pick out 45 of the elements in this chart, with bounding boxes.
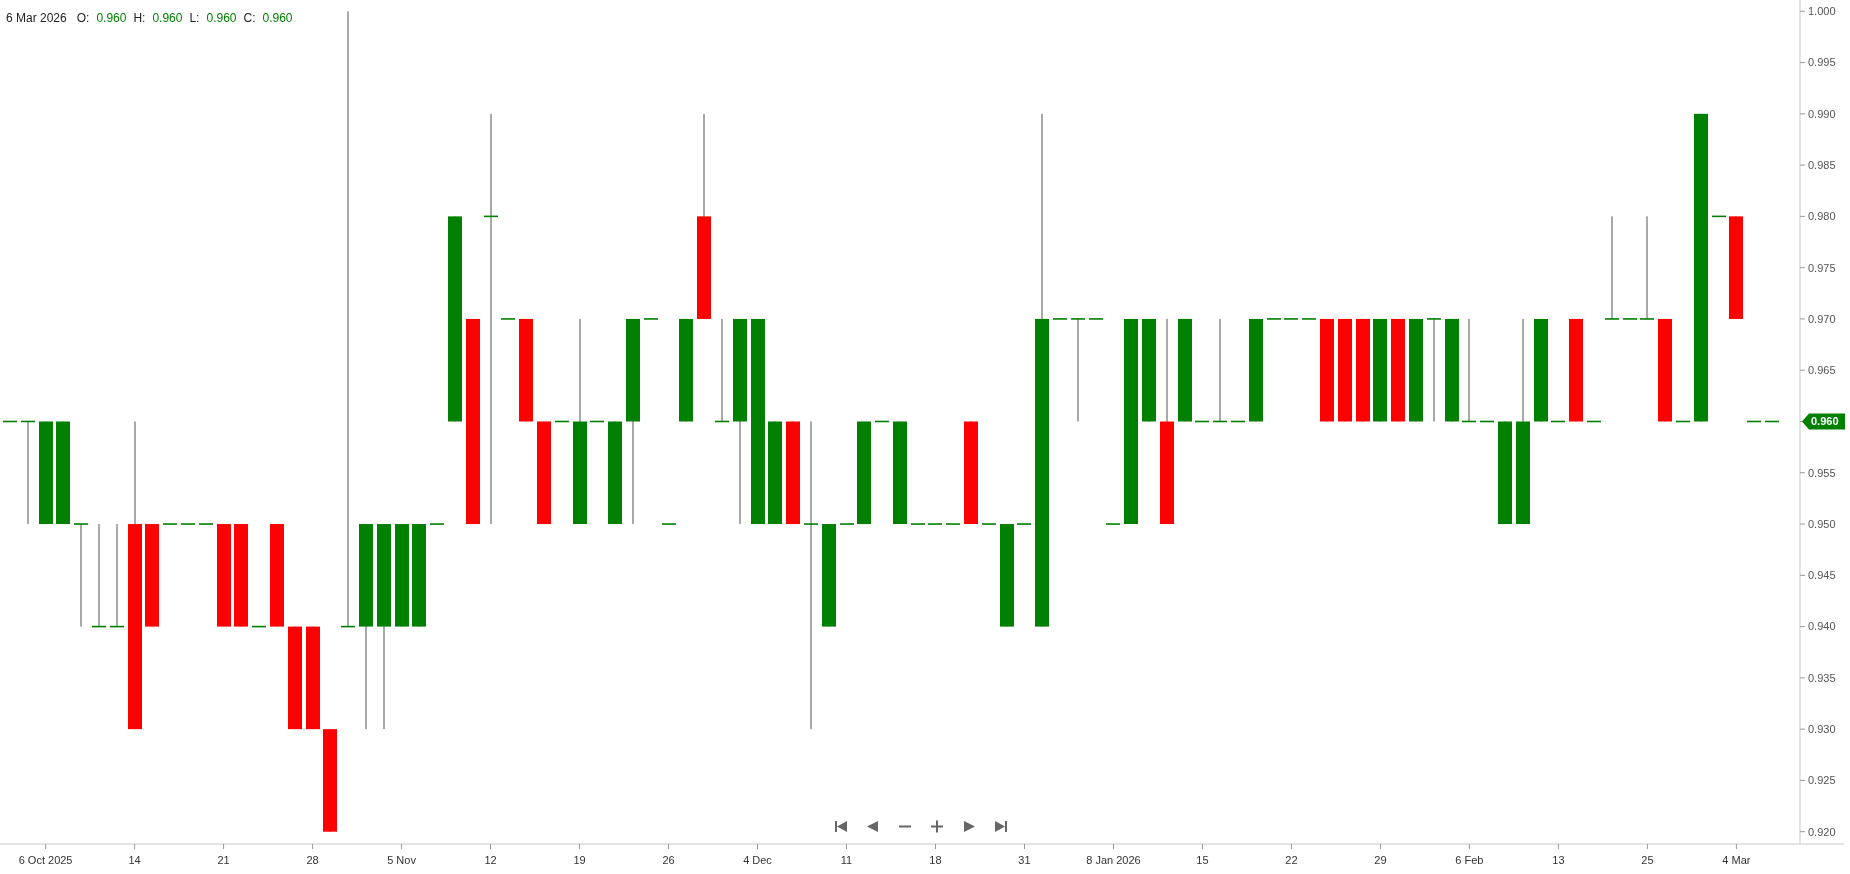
text: 6 Mar 2026: [6, 11, 68, 25]
x-tick-label: 28: [306, 854, 319, 866]
candlestick: [1427, 318, 1441, 422]
x-tick-label: 14: [128, 854, 141, 866]
y-tick-label: 0.950: [1808, 517, 1836, 530]
y-tick-label: 0.945: [1808, 569, 1836, 582]
x-tick-label: 19: [573, 854, 586, 866]
x-tick-label: 21: [217, 854, 230, 866]
x-tick-label: 26: [662, 854, 675, 866]
y-tick-label: 0.970: [1808, 312, 1836, 325]
x-tick-label: 8 Jan 2026: [1086, 854, 1141, 866]
x-tick-label: 15: [1196, 854, 1209, 866]
candlestick: [1640, 216, 1654, 320]
x-tick-label: 4 Mar: [1722, 854, 1751, 866]
x-tick-label: 29: [1374, 854, 1387, 866]
x-tick-label: 18: [929, 854, 942, 866]
y-tick-label: 0.995: [1808, 56, 1836, 69]
x-tick-label: 22: [1285, 854, 1298, 866]
y-tick-label: 0.930: [1808, 722, 1836, 735]
y-tick-label: 1.000: [1808, 5, 1836, 18]
x-tick-label: 5 Nov: [387, 854, 417, 866]
y-tick-label: 0.985: [1808, 158, 1836, 171]
x-tick-label: 4 Dec: [743, 854, 773, 866]
x-tick-label: 6 Oct 2025: [18, 854, 73, 866]
y-tick-label: 0.925: [1808, 774, 1836, 787]
candlestick: [804, 421, 818, 730]
x-tick-label: 13: [1552, 854, 1565, 866]
text: 0.960: [1811, 415, 1839, 428]
x-tick-label: 11: [840, 854, 853, 866]
y-tick-label: 0.935: [1808, 671, 1836, 684]
candlestick: [1071, 318, 1085, 422]
candlestick: [74, 523, 88, 627]
y-tick-label: 0.980: [1808, 210, 1836, 223]
y-tick-label: 0.955: [1808, 466, 1836, 479]
x-tick-label: 12: [484, 854, 497, 866]
y-tick-label: 0.965: [1808, 364, 1836, 377]
x-tick-label: 25: [1641, 854, 1654, 866]
y-tick-label: 0.920: [1808, 825, 1836, 838]
y-tick-label: 0.940: [1808, 620, 1836, 633]
y-tick-label: 0.990: [1808, 107, 1836, 120]
y-tick-label: 0.975: [1808, 261, 1836, 274]
text: O: 0.960 H: 0.960 L: 0.960 C: 0.960: [76, 11, 293, 25]
candlestick: [1605, 216, 1619, 320]
x-tick-label: 31: [1018, 854, 1031, 866]
x-tick-label: 6 Feb: [1455, 854, 1484, 866]
